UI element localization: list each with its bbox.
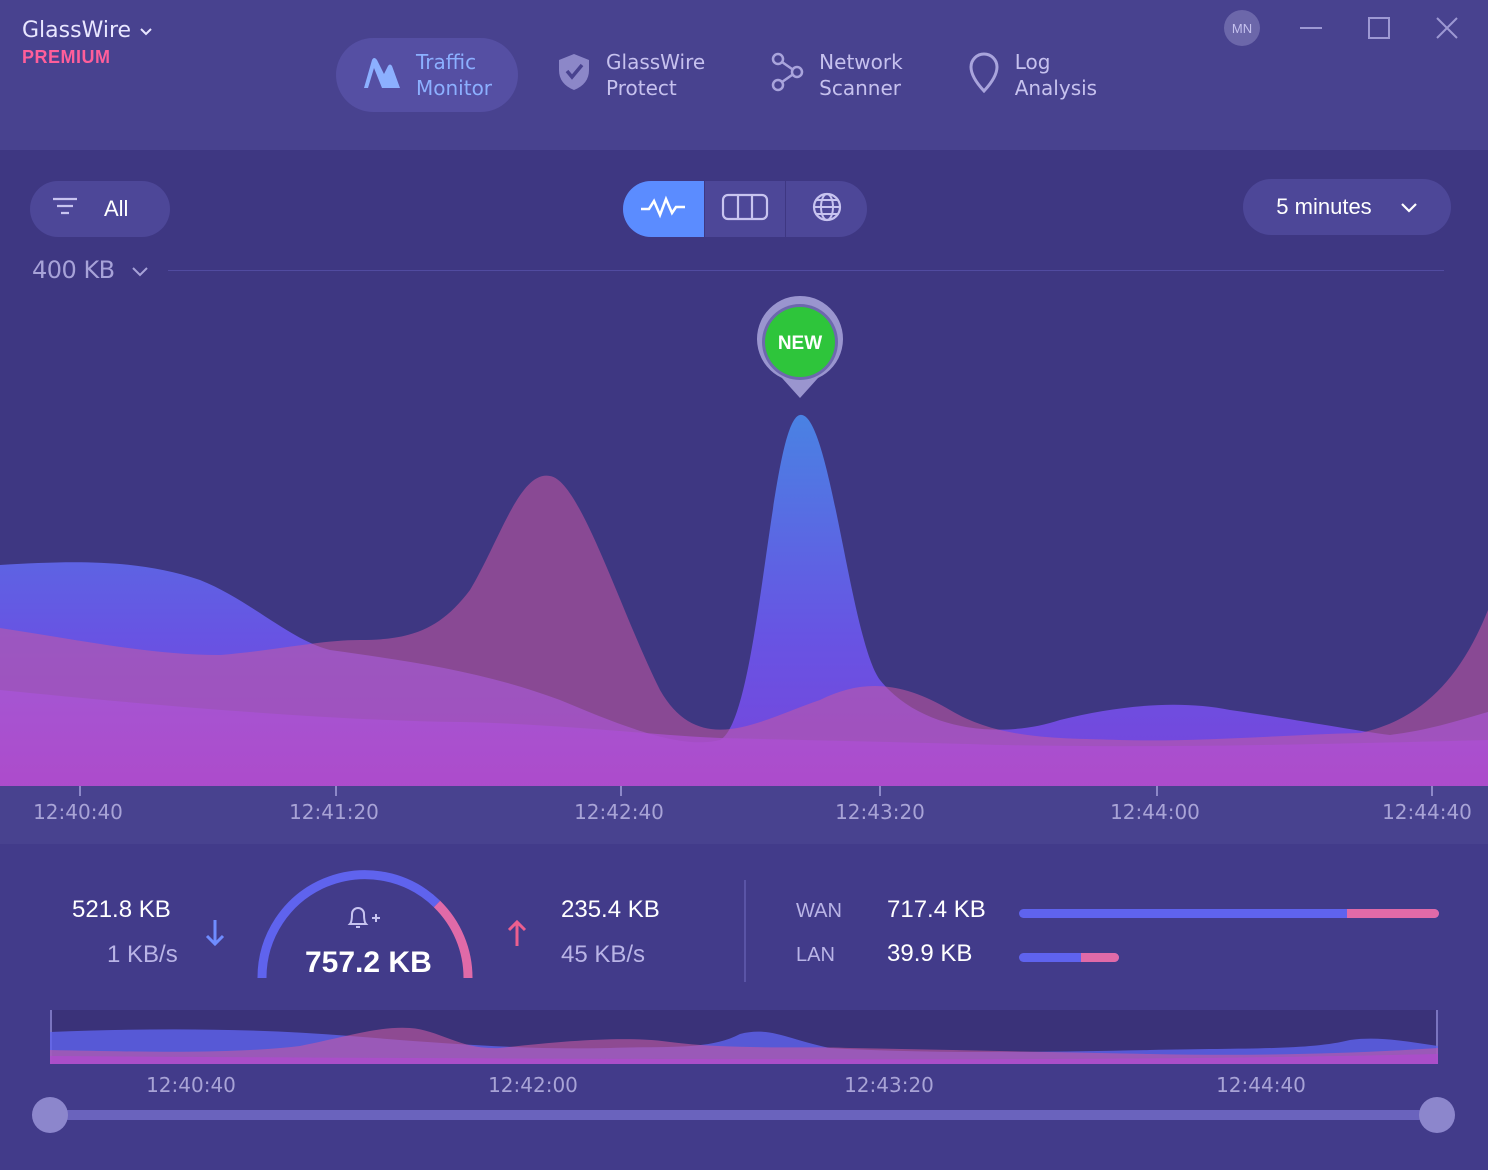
new-event-marker[interactable]: NEW	[757, 295, 844, 398]
filter-label: All	[104, 196, 129, 221]
app-name: GlassWire	[22, 18, 132, 43]
view-switcher	[623, 181, 867, 237]
time-range-select[interactable]: 5 minutes	[1243, 179, 1451, 235]
baseline-area	[0, 690, 1488, 786]
stats-divider	[744, 880, 746, 982]
download-total: 521.8 KB	[72, 896, 171, 923]
shield-check-icon	[556, 52, 592, 98]
network-scanner-icon	[769, 50, 805, 100]
minimize-icon[interactable]	[1294, 11, 1328, 45]
time-range-label: 5 minutes	[1276, 194, 1372, 219]
overview-baseline-area	[50, 1054, 1438, 1064]
overview-tick-label: 12:44:40	[1216, 1073, 1306, 1097]
tab-label: Network Scanner	[819, 50, 903, 100]
lan-usage-bar	[1019, 953, 1119, 962]
avatar[interactable]: MN	[1224, 10, 1260, 46]
x-tick-label: 12:44:00	[1110, 800, 1200, 824]
filter-button[interactable]: All	[30, 181, 170, 237]
wan-value: 717.4 KB	[887, 896, 986, 923]
chevron-down-icon[interactable]	[139, 18, 153, 43]
app-brand[interactable]: GlassWire PREMIUM	[22, 18, 153, 68]
lan-value: 39.9 KB	[887, 940, 973, 967]
filter-icon	[52, 196, 78, 222]
graph-view-button[interactable]	[623, 181, 705, 237]
overview-tick-label: 12:42:00	[488, 1073, 578, 1097]
globe-view-button[interactable]	[786, 181, 867, 237]
maximize-icon[interactable]	[1362, 11, 1396, 45]
tab-label: GlassWire Protect	[606, 50, 706, 100]
graph-view-icon	[639, 195, 687, 224]
y-scale-select[interactable]: 400 KB	[32, 256, 149, 284]
x-tick-label: 12:41:20	[289, 800, 379, 824]
traffic-gauge	[257, 870, 473, 979]
timeline-overview[interactable]	[50, 1010, 1438, 1064]
overview-tick-label: 12:40:40	[146, 1073, 236, 1097]
tab-label: Log Analysis	[1014, 50, 1098, 100]
wan-upload-segment	[1346, 909, 1439, 918]
x-tick-label: 12:40:40	[33, 800, 123, 824]
new-badge-label: NEW	[778, 333, 822, 354]
y-scale-line	[168, 270, 1444, 271]
gauge-upload-arc	[433, 900, 473, 979]
y-scale-label: 400 KB	[32, 256, 115, 284]
wan-label: WAN	[796, 900, 842, 922]
lan-upload-segment	[1081, 953, 1119, 962]
window-controls: MN	[1224, 10, 1464, 46]
overview-upload-area	[50, 1027, 1438, 1064]
tab-glasswire-protect[interactable]: GlassWire Protect	[530, 38, 731, 112]
location-pin-icon	[967, 51, 1001, 99]
upload-total: 235.4 KB	[561, 896, 660, 923]
tab-label: Traffic Monitor	[416, 50, 493, 100]
main-tabs: Traffic Monitor GlassWire Protect Networ…	[336, 38, 1135, 112]
columns-view-icon	[721, 193, 769, 226]
tab-log-analysis[interactable]: Log Analysis	[941, 38, 1123, 112]
chevron-down-icon	[1400, 194, 1418, 220]
overview-tick-label: 12:43:20	[844, 1073, 934, 1097]
range-start-handle[interactable]	[32, 1097, 68, 1133]
range-end-handle[interactable]	[1419, 1097, 1455, 1133]
upload-series-area	[0, 475, 1488, 786]
total-traffic-value: 757.2 KB	[305, 946, 432, 979]
arrow-down-icon	[203, 918, 227, 953]
x-tick-label: 12:44:40	[1382, 800, 1472, 824]
x-tick-label: 12:43:20	[835, 800, 925, 824]
wan-usage-bar	[1019, 909, 1439, 918]
time-axis	[0, 786, 1488, 844]
columns-view-button[interactable]	[705, 181, 787, 237]
upload-rate: 45 KB/s	[561, 941, 646, 968]
lan-label: LAN	[796, 944, 835, 966]
x-tick-label: 12:42:40	[574, 800, 664, 824]
time-range-slider-track[interactable]	[50, 1110, 1437, 1120]
tab-network-scanner[interactable]: Network Scanner	[743, 38, 929, 112]
traffic-graph[interactable]: NEW	[0, 280, 1488, 786]
download-rate: 1 KB/s	[107, 941, 178, 968]
chevron-down-icon	[131, 256, 149, 284]
plan-tier: PREMIUM	[22, 47, 111, 67]
tab-traffic-monitor[interactable]: Traffic Monitor	[336, 38, 519, 112]
traffic-monitor-icon	[362, 54, 402, 96]
globe-view-icon	[811, 191, 843, 228]
gauge-download-arc	[257, 870, 441, 979]
close-icon[interactable]	[1430, 11, 1464, 45]
bell-plus-icon[interactable]	[347, 907, 380, 928]
arrow-up-icon	[505, 918, 529, 953]
